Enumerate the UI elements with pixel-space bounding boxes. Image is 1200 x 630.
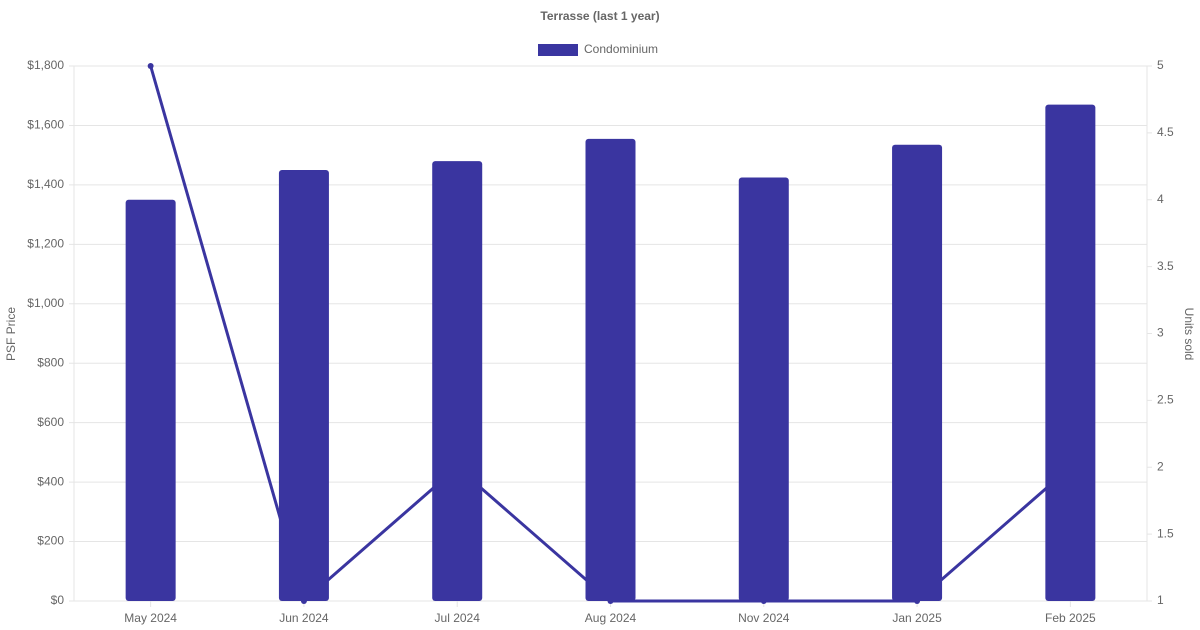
y2-tick-label: 1 xyxy=(1157,593,1164,607)
x-tick-label: Aug 2024 xyxy=(585,611,637,625)
x-tick-label: Jun 2024 xyxy=(279,611,329,625)
y-tick-label: $400 xyxy=(37,474,64,488)
y2-tick-label: 1.5 xyxy=(1157,526,1174,540)
y2-tick-label: 2.5 xyxy=(1157,393,1174,407)
y-tick-label: $1,600 xyxy=(27,118,64,132)
y-tick-label: $200 xyxy=(37,534,64,548)
x-tick-label: Jan 2025 xyxy=(892,611,942,625)
y-tick-label: $800 xyxy=(37,355,64,369)
y-tick-label: $1,200 xyxy=(27,237,64,251)
bar xyxy=(585,138,636,601)
legend-swatch xyxy=(538,44,578,56)
legend-label: Condominium xyxy=(584,42,658,56)
bar xyxy=(125,199,176,601)
y-tick-label: $0 xyxy=(51,593,65,607)
bar xyxy=(738,177,789,602)
y-tick-label: $1,800 xyxy=(27,58,64,72)
y2-axis-title: Units sold xyxy=(1182,308,1196,361)
x-tick-label: May 2024 xyxy=(124,611,177,625)
y2-tick-label: 3 xyxy=(1157,326,1164,340)
line-point xyxy=(147,63,154,69)
y-axis-title: PSF Price xyxy=(4,307,18,361)
bar xyxy=(278,170,329,601)
y2-tick-label: 2 xyxy=(1157,459,1164,473)
y2-tick-label: 4.5 xyxy=(1157,125,1174,139)
bar xyxy=(892,144,943,601)
y-tick-label: $1,000 xyxy=(27,296,64,310)
chart-title: Terrasse (last 1 year) xyxy=(540,9,659,23)
y-tick-label: $1,400 xyxy=(27,177,64,191)
y2-tick-label: 3.5 xyxy=(1157,259,1174,273)
x-tick-label: Feb 2025 xyxy=(1045,611,1096,625)
y2-tick-label: 5 xyxy=(1157,58,1164,72)
y-tick-label: $600 xyxy=(37,415,64,429)
bar xyxy=(1045,104,1096,601)
x-tick-label: Nov 2024 xyxy=(738,611,790,625)
bar xyxy=(432,161,483,601)
x-tick-label: Jul 2024 xyxy=(435,611,481,625)
y2-tick-label: 4 xyxy=(1157,192,1164,206)
